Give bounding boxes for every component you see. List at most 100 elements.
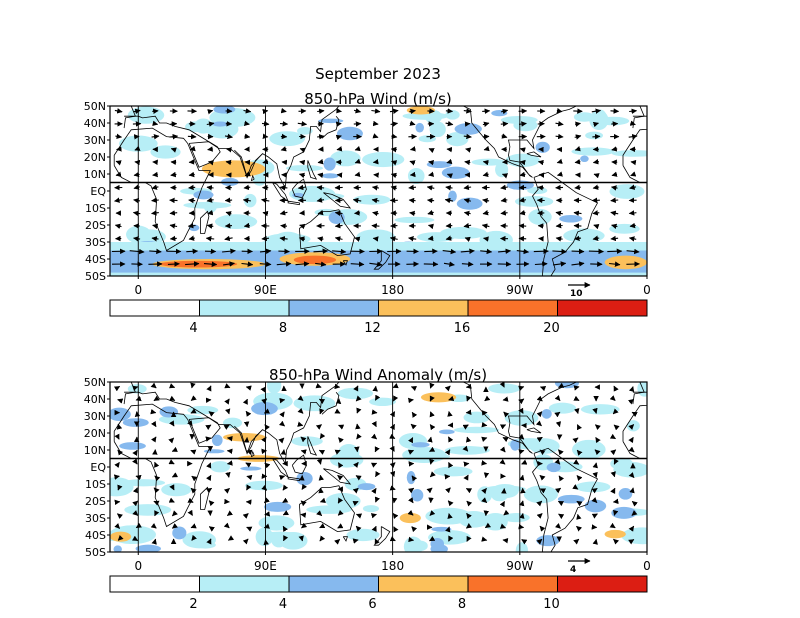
panel-title: 850-hPa Wind Anomaly (m/s): [269, 366, 487, 384]
wind-arrow: [539, 449, 546, 456]
wind-arrow: [613, 458, 619, 465]
shade-light-blue: [609, 184, 645, 199]
wind-arrow: [448, 462, 454, 469]
shade-light-blue: [407, 167, 425, 185]
wind-arrow: [465, 523, 473, 529]
wind-arrow: [445, 185, 453, 191]
shade-light-blue: [563, 228, 605, 243]
shade-mid-blue: [411, 442, 430, 448]
wind-vectors: [113, 382, 638, 546]
wind-arrow: [610, 487, 616, 494]
wind-arrow: [206, 538, 212, 545]
wind-arrow: [115, 160, 122, 166]
wind-arrow: [153, 487, 160, 494]
wind-arrow: [223, 522, 230, 529]
coastline: [698, 142, 729, 168]
wind-arrow: [556, 107, 563, 114]
wind-arrow: [537, 159, 544, 166]
wind-arrow: [610, 197, 619, 203]
wind-arrow: [355, 525, 362, 532]
wind-arrow: [206, 385, 212, 392]
shade-light-orange: [406, 106, 436, 115]
wind-arrow: [499, 458, 506, 465]
shade-mid-blue: [110, 407, 131, 422]
wind-arrow: [429, 446, 436, 452]
wind-arrow: [223, 487, 230, 494]
shade-mid-blue: [212, 121, 228, 127]
coastline: [760, 452, 763, 457]
wind-arrow: [242, 538, 249, 545]
shade-light-orange: [110, 531, 132, 542]
wind-arrow: [610, 185, 618, 191]
wind-arrow: [152, 171, 158, 178]
y-tick-label: EQ: [90, 185, 106, 198]
wind-arrow: [555, 120, 564, 127]
wind-arrow: [132, 385, 139, 391]
coastline: [321, 115, 340, 139]
wind-arrow: [282, 497, 289, 503]
wind-arrow: [630, 171, 637, 177]
shade-mid-blue: [135, 544, 161, 552]
coastline: [532, 447, 599, 552]
wind-arrow: [353, 121, 362, 127]
wind-arrow: [592, 235, 600, 241]
wind-arrow: [190, 408, 197, 414]
wind-arrow: [392, 512, 399, 519]
wind-arrow: [573, 538, 580, 545]
y-tick-label: 40N: [84, 117, 106, 130]
coastline: [123, 106, 140, 129]
wind-arrow: [611, 121, 619, 127]
wind-arrow: [374, 538, 380, 545]
wind-arrow: [117, 398, 124, 404]
y-tick-label: 40S: [85, 253, 106, 266]
wind-arrow: [554, 523, 561, 529]
shade-mid-blue: [212, 434, 223, 447]
shade-light-blue: [329, 452, 364, 468]
wind-arrow: [571, 261, 585, 267]
wind-arrow: [444, 487, 451, 494]
wind-arrow: [481, 436, 488, 442]
wind-arrow: [297, 121, 308, 127]
shade-light-blue: [488, 383, 521, 394]
wind-arrow: [482, 121, 490, 127]
wind-arrow: [300, 436, 307, 443]
wind-arrow: [318, 449, 326, 455]
wind-arrow: [465, 147, 472, 153]
wind-arrow: [298, 236, 306, 242]
wind-arrow: [521, 459, 528, 465]
wind-arrow: [500, 184, 508, 191]
wind-arrow: [411, 475, 418, 482]
colorbar-label: 10: [543, 597, 560, 612]
wind-arrow: [482, 108, 491, 114]
colorbar-swatch: [199, 575, 290, 593]
wind-arrow: [594, 449, 601, 456]
wind-arrow: [371, 223, 380, 229]
wind-arrow: [390, 146, 397, 153]
wind-arrow: [151, 210, 159, 216]
wind-arrow: [313, 248, 329, 254]
wind-arrow: [152, 108, 159, 115]
wind-arrow: [409, 120, 416, 126]
wind-arrow: [319, 432, 326, 440]
wind-arrow: [593, 173, 600, 179]
wind-arrow: [187, 133, 197, 140]
wind-arrow: [352, 197, 362, 204]
wind-arrow: [613, 538, 620, 545]
wind-arrow: [242, 197, 251, 204]
wind-arrow: [429, 424, 436, 431]
shade-light-blue: [477, 486, 493, 503]
shade-mid-blue: [193, 190, 214, 200]
wind-arrow: [533, 248, 549, 255]
shade-light-blue: [433, 466, 473, 477]
grid: [110, 382, 647, 552]
y-tick-label: 20S: [85, 219, 106, 232]
wind-arrow: [463, 133, 472, 140]
wind-arrow: [354, 236, 361, 242]
coastline: [632, 106, 647, 129]
wind-arrow: [409, 210, 416, 217]
wind-arrow: [445, 108, 454, 114]
colorbar-swatch: [378, 299, 469, 317]
wind-arrow: [389, 423, 395, 431]
wind-arrow: [553, 261, 567, 267]
wind-arrow: [167, 261, 180, 267]
